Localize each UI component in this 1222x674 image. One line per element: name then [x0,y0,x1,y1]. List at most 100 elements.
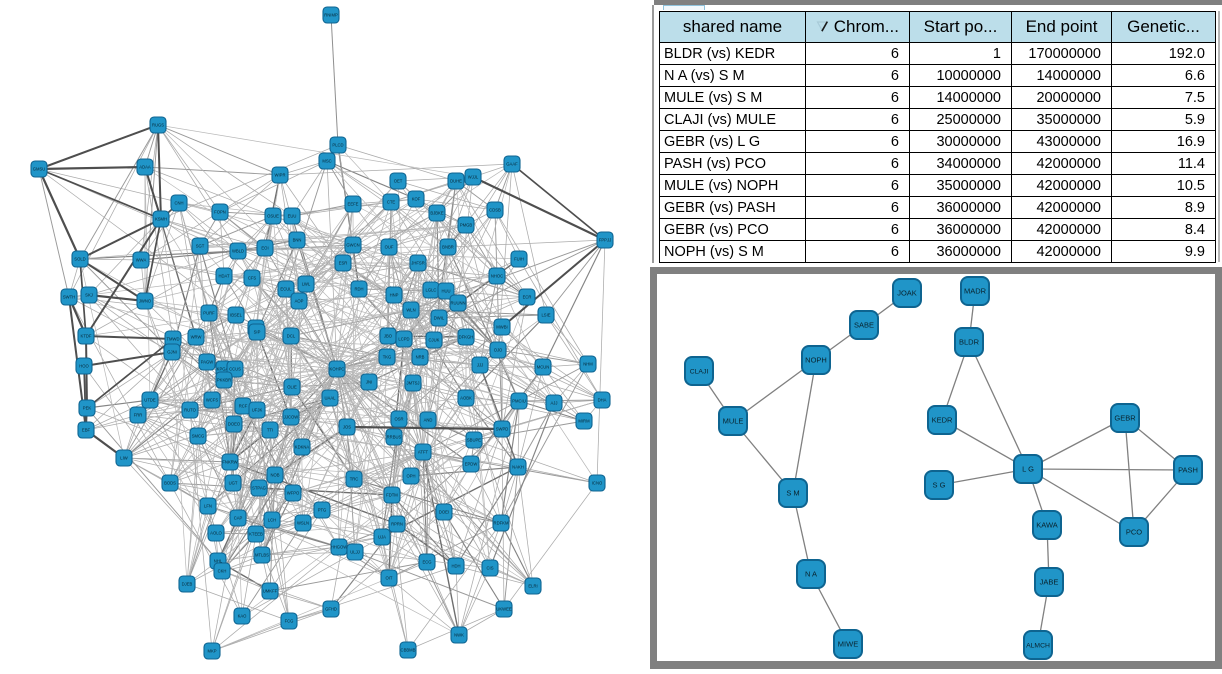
svg-text:OUF: OUF [385,245,394,250]
svg-text:GJNI: GJNI [167,350,177,355]
svg-text:WRW: WRW [191,335,202,340]
svg-text:CNH: CNH [174,201,183,206]
svg-text:PASH: PASH [1178,466,1198,475]
svg-text:HNP: HNP [390,293,399,298]
svg-text:AOBK: AOBK [460,396,472,401]
svg-text:EEFE: EEFE [348,202,359,207]
svg-text:UKWEE: UKWEE [496,607,512,612]
svg-text:ELRI: ELRI [528,584,537,589]
svg-text:OLIE: OLIE [287,385,297,390]
svg-text:AJJ: AJJ [551,401,558,406]
svg-text:CLAJI: CLAJI [690,369,709,376]
svg-text:SKJ: SKJ [85,293,93,298]
svg-text:WIPR: WIPR [275,173,286,178]
svg-text:KAWA: KAWA [1036,521,1058,530]
svg-text:UTDE: UTDE [144,398,156,403]
svg-text:OSR: OSR [394,417,403,422]
svg-text:HUU: HUU [441,289,450,294]
svg-text:PMGB: PMGB [460,223,473,228]
svg-text:JOS: JOS [343,425,351,430]
svg-text:PTG: PTG [318,508,327,513]
svg-text:OSUE: OSUE [267,214,279,219]
svg-text:CBBMB: CBBMB [401,648,416,653]
svg-text:TRC: TRC [350,477,359,482]
svg-text:DUHE: DUHE [450,179,462,184]
svg-text:MIWE: MIWE [838,640,858,649]
svg-text:JMTSJ: JMTSJ [406,381,419,386]
svg-text:NWK: NWK [454,633,464,638]
svg-text:RCF: RCF [239,404,248,409]
svg-text:DOEI: DOEI [439,510,449,515]
svg-text:HHGOW: HHGOW [331,545,348,550]
svg-text:N A: N A [805,570,817,579]
svg-text:DHA: DHA [598,398,607,403]
svg-text:MTLBS: MTLBS [255,553,269,558]
svg-text:UAAL: UAAL [325,396,337,401]
svg-text:GMSU: GMSU [33,167,46,172]
svg-text:ADAA: ADAA [139,165,151,170]
svg-text:PCO: PCO [1126,528,1142,537]
svg-text:PKKBR: PKKBR [217,378,231,383]
svg-text:LCH: LCH [268,518,276,523]
svg-text:SWPD: SWPD [496,427,509,432]
svg-text:WWA: WWA [136,258,147,263]
svg-text:FNKRW: FNKRW [222,460,237,465]
svg-text:KEDR: KEDR [932,416,953,425]
svg-text:ULJJ: ULJJ [350,550,360,555]
svg-text:NHL: NHL [214,559,223,564]
svg-text:WSLN: WSLN [297,521,309,526]
svg-text:FRR: FRR [134,413,143,418]
svg-text:NRB: NRB [416,355,425,360]
svg-text:LFN: LFN [204,504,212,509]
svg-text:ECG: ECG [422,560,431,565]
svg-text:LCPD: LCPD [398,337,409,342]
svg-text:EBF: EBF [82,428,91,433]
svg-text:MWBI: MWBI [496,325,507,330]
svg-text:PMCIU: PMCIU [512,399,526,404]
svg-text:WBLD: WBLD [232,249,244,254]
svg-text:RPRN: RPRN [391,522,403,527]
svg-text:KAO: KAO [238,614,248,619]
svg-text:KOHPC: KOHPC [330,367,345,372]
svg-text:NHM: NHM [583,362,593,367]
svg-text:WCFS: WCFS [206,398,219,403]
svg-text:AOLO: AOLO [210,531,222,536]
svg-text:PURF: PURF [203,311,215,316]
svg-text:CDSB: CDSB [489,208,501,213]
svg-text:EUU: EUU [288,214,297,219]
svg-text:FDTM: FDTM [386,493,398,498]
svg-text:RUGS: RUGS [152,123,164,128]
svg-text:LWL: LWL [302,282,311,287]
svg-text:JWNO: JWNO [139,299,152,304]
svg-text:RUUNN: RUUNN [450,301,465,306]
svg-text:SWTH: SWTH [63,295,75,300]
svg-text:STPAG: STPAG [252,486,266,491]
svg-text:CTE: CTE [387,200,396,205]
svg-text:NAKH: NAKH [512,465,524,470]
svg-text:WLN: WLN [406,308,415,313]
svg-text:FCG: FCG [285,619,294,624]
svg-text:KTDF: KTDF [81,334,92,339]
svg-text:BNN: BNN [293,238,302,243]
svg-text:L G: L G [1022,465,1034,474]
svg-text:FUIH: FUIH [514,257,524,262]
svg-text:GAAF: GAAF [506,162,518,167]
svg-text:SBUPE: SBUPE [467,438,481,443]
svg-text:S M: S M [786,489,799,498]
svg-text:MCUN: MCUN [537,365,550,370]
svg-text:SIP: SIP [254,330,261,335]
svg-text:TTI: TTI [267,428,273,433]
svg-text:TKG: TKG [383,355,392,360]
svg-text:LGLC: LGLC [426,288,437,293]
svg-text:CAP: CAP [234,516,243,521]
svg-text:JNI: JNI [366,380,372,385]
svg-text:ALMCH: ALMCH [1026,643,1050,650]
svg-text:MIRM: MIRM [578,419,590,424]
svg-text:RRBUS: RRBUS [387,435,402,440]
svg-text:ATFT: ATFT [418,450,429,455]
svg-text:CFS: CFS [248,276,257,281]
svg-text:S G: S G [933,481,946,490]
svg-text:WFPO: WFPO [287,491,300,496]
svg-text:LIW: LIW [120,456,127,461]
svg-text:MSC: MSC [322,159,331,164]
